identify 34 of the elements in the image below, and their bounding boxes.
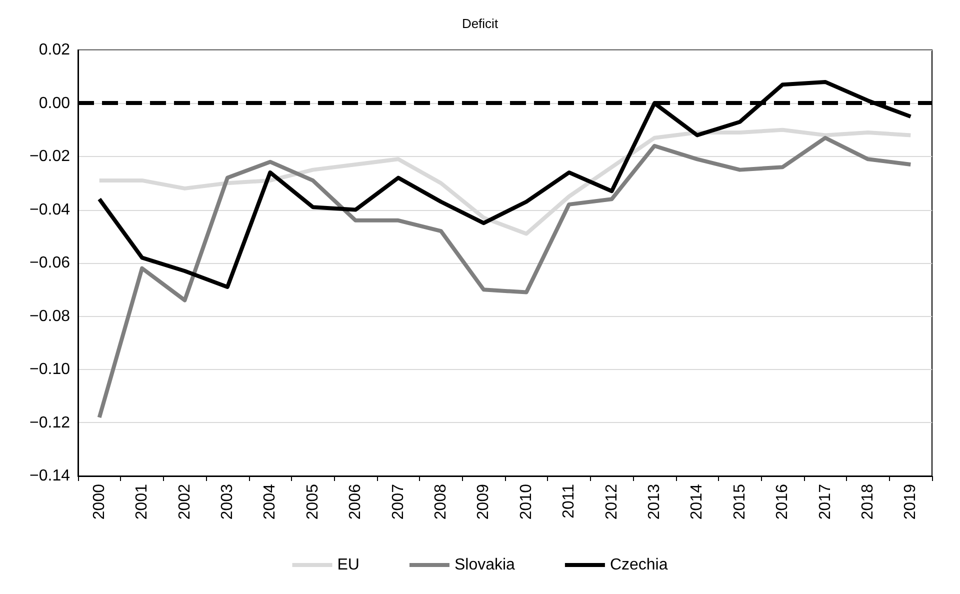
x-tick-label: 2012 (603, 484, 620, 520)
x-tick-label: 2003 (218, 484, 236, 520)
y-tick-label: −0.12 (30, 414, 70, 432)
x-tick-label: 2014 (688, 484, 706, 520)
x-tick-label: 2016 (774, 484, 792, 520)
x-tick-label: 2006 (347, 484, 364, 520)
chart-title: Deficit (462, 16, 498, 31)
x-tick-label: 2017 (816, 484, 834, 520)
legend-label: Slovakia (454, 556, 516, 574)
y-tick-label: 0.02 (38, 42, 70, 58)
x-tick-label: 2011 (560, 484, 578, 518)
x-tick-label: 2007 (390, 484, 407, 520)
line-series (97, 136, 913, 420)
y-tick-label: −0.14 (30, 468, 70, 484)
x-tick-label: 2010 (518, 484, 535, 520)
x-tick-label: 2002 (176, 484, 194, 520)
y-tick-label: −0.06 (30, 254, 70, 272)
legend-label: Czechia (610, 556, 668, 574)
y-tick-label: −0.04 (30, 201, 70, 218)
x-tick-label: 2013 (646, 484, 663, 520)
x-tick-label: 2019 (902, 484, 920, 520)
y-tick-label: 0.00 (38, 94, 70, 112)
x-tick-label: 2008 (432, 484, 450, 520)
legend-label: EU (337, 556, 360, 574)
x-tick-label: 2009 (475, 484, 492, 520)
x-tick-label: 2015 (731, 484, 748, 520)
x-tick-label: 2004 (262, 484, 279, 520)
x-tick-label: 2001 (134, 484, 151, 520)
x-tick-label: 2000 (90, 484, 108, 520)
y-tick-label: −0.08 (30, 308, 70, 325)
x-tick-label: 2005 (304, 484, 322, 520)
y-tick-label: −0.02 (30, 148, 70, 165)
x-tick-label: 2018 (859, 484, 876, 520)
y-tick-label: −0.10 (30, 361, 70, 378)
